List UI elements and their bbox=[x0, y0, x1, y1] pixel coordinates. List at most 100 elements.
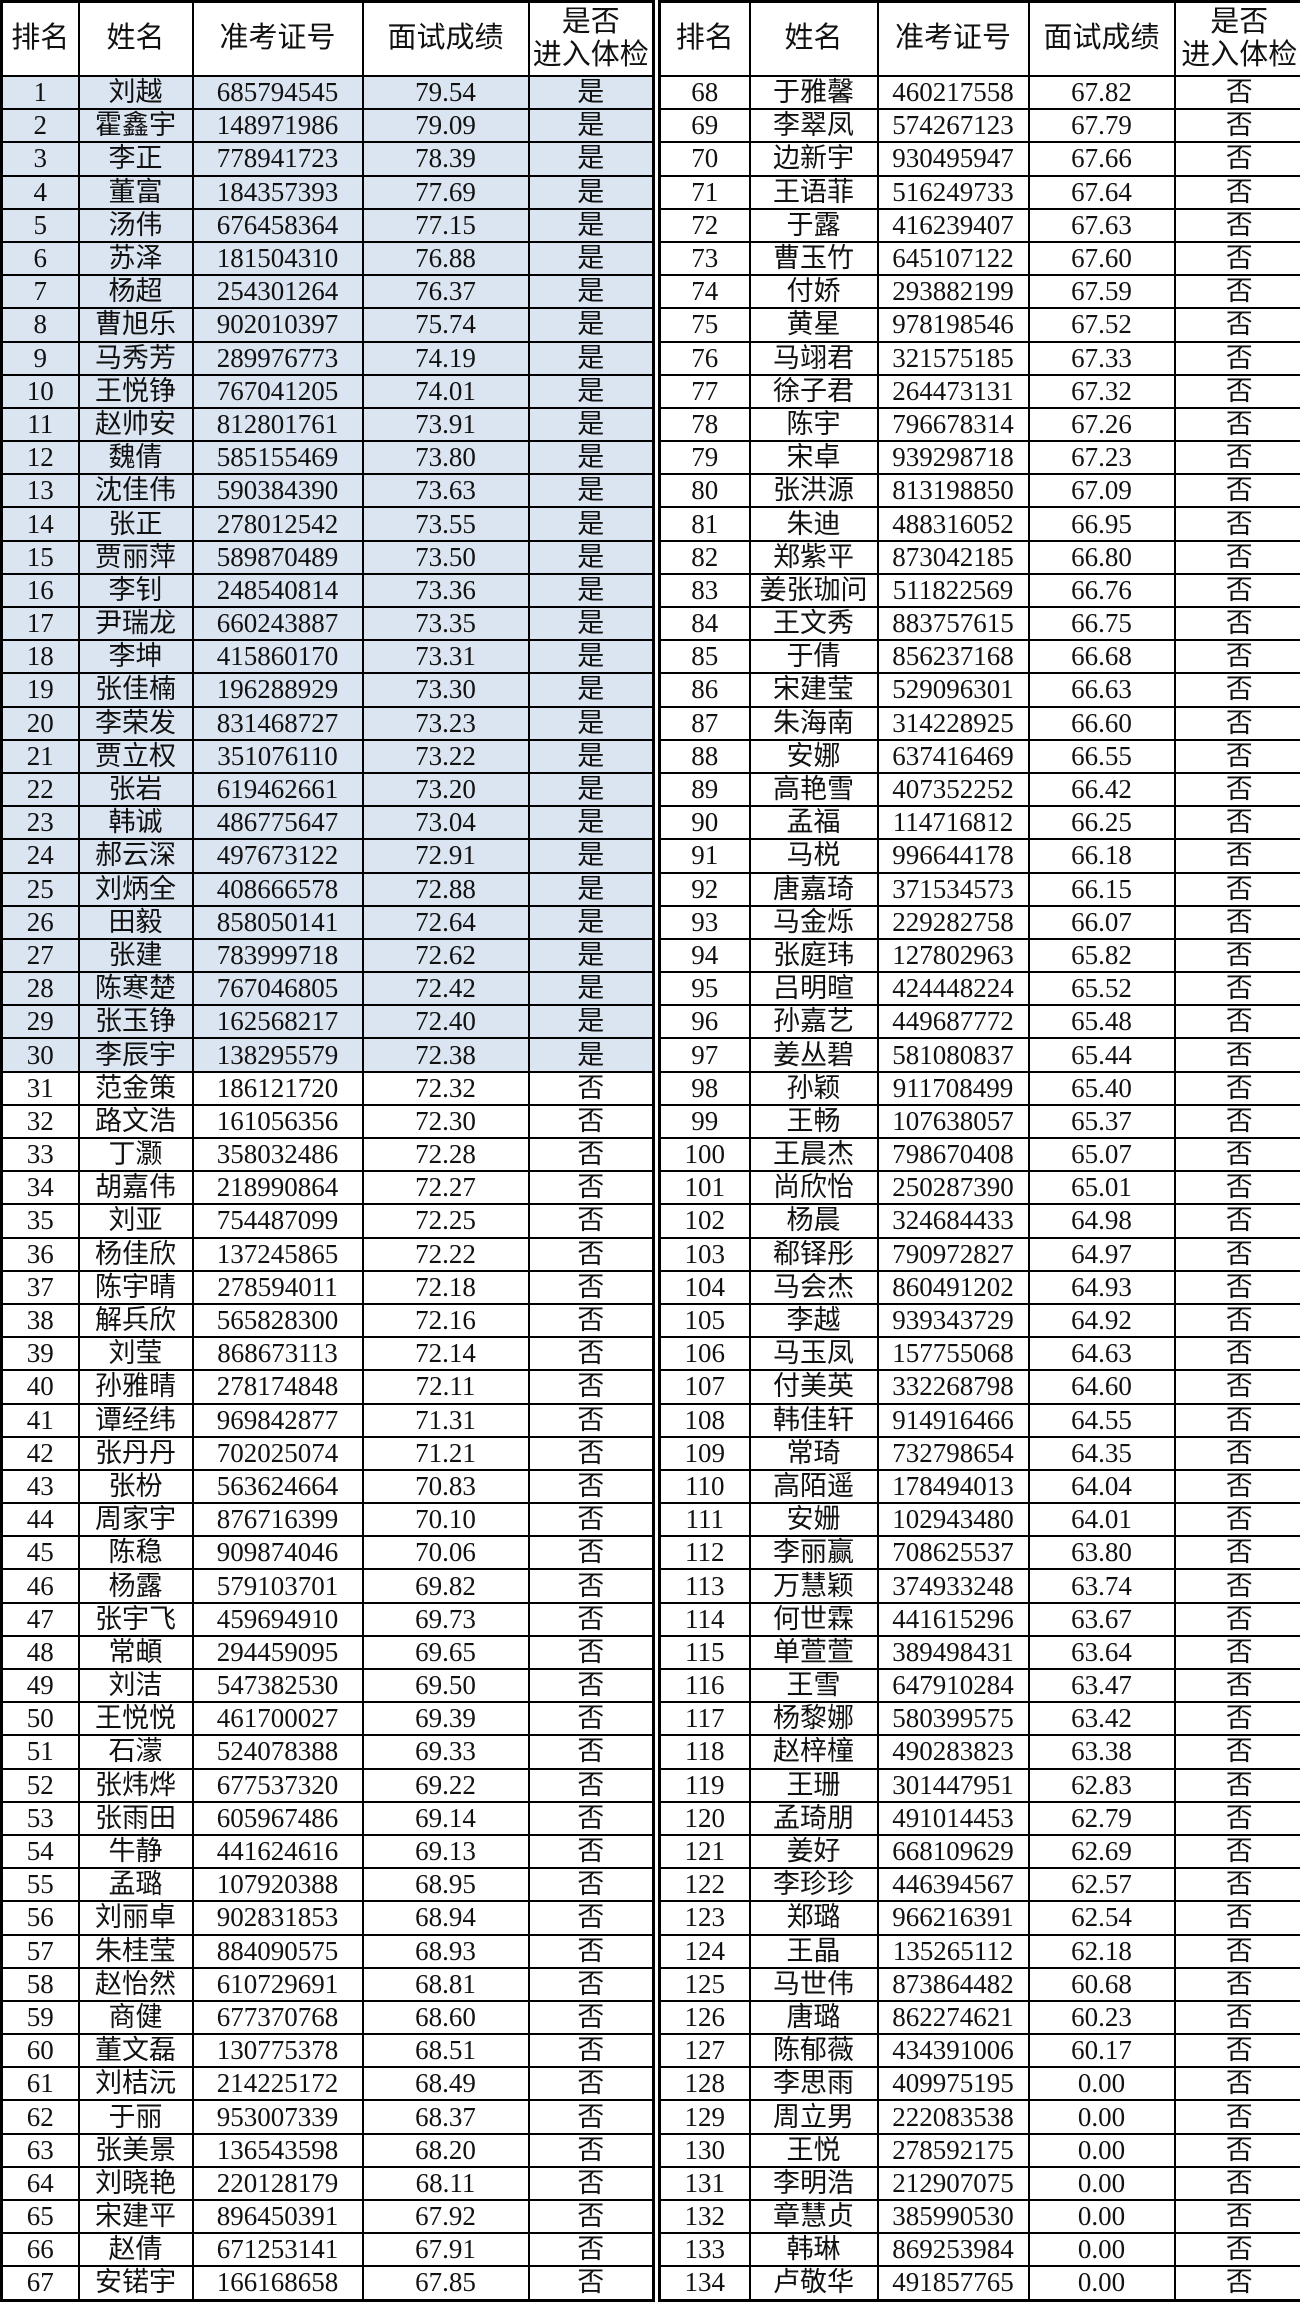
cell-pass: 否 bbox=[1173, 971, 1300, 1007]
cell-pass: 是 bbox=[527, 705, 655, 741]
cell-exam-id: 178494013 bbox=[876, 1468, 1030, 1505]
table-row: 133 韩琳 869253984 0.00 否 bbox=[658, 2232, 1300, 2268]
cell-rank: 88 bbox=[658, 738, 751, 774]
cell-pass: 否 bbox=[527, 1369, 655, 1405]
table-row: 122 李珍珍 446394567 62.57 否 bbox=[658, 1867, 1300, 1903]
cell-name: 孟琦朋 bbox=[748, 1800, 879, 1836]
cell-pass: 是 bbox=[527, 506, 655, 542]
table-row: 110 高陌遥 178494013 64.04 否 bbox=[658, 1468, 1300, 1505]
cell-score: 66.07 bbox=[1027, 904, 1176, 940]
cell-score: 68.20 bbox=[361, 2132, 530, 2168]
cell-rank: 1 bbox=[0, 74, 80, 111]
cell-rank: 94 bbox=[658, 937, 751, 974]
cell-name: 孟璐 bbox=[77, 1867, 194, 1903]
cell-rank: 129 bbox=[658, 2099, 751, 2135]
table-row: 116 王雪 647910284 63.47 否 bbox=[658, 1667, 1300, 1704]
cell-name: 董富 bbox=[77, 174, 194, 210]
cell-name: 朱海南 bbox=[748, 705, 879, 741]
table-row: 99 王畅 107638057 65.37 否 bbox=[658, 1103, 1300, 1140]
cell-pass: 否 bbox=[1173, 274, 1300, 310]
cell-name: 于丽 bbox=[77, 2099, 194, 2135]
cell-exam-id: 883757615 bbox=[876, 605, 1030, 642]
table-row: 2 霍鑫宇 148971986 79.09 是 bbox=[0, 108, 655, 144]
cell-pass: 否 bbox=[1173, 174, 1300, 210]
table-row: 29 张玉铮 162568217 72.40 是 bbox=[0, 1004, 655, 1040]
cell-pass: 否 bbox=[1173, 539, 1300, 575]
cell-pass: 是 bbox=[527, 805, 655, 841]
table-body-left: 1 刘越 685794545 79.54 是 2 霍鑫宇 148971986 79.09 是 3 李正… bbox=[0, 74, 655, 2302]
cell-rank: 116 bbox=[658, 1667, 751, 1704]
cell-score: 63.38 bbox=[1027, 1734, 1176, 1770]
cell-rank: 19 bbox=[0, 672, 80, 708]
cell-score: 69.50 bbox=[361, 1667, 530, 1704]
cell-rank: 37 bbox=[0, 1269, 80, 1305]
cell-score: 68.81 bbox=[361, 1966, 530, 2002]
cell-name: 杨黎娜 bbox=[748, 1701, 879, 1737]
cell-exam-id: 783999718 bbox=[191, 937, 364, 974]
cell-rank: 8 bbox=[0, 307, 80, 343]
cell-exam-id: 358032486 bbox=[191, 1136, 364, 1173]
cell-pass: 否 bbox=[527, 1302, 655, 1339]
cell-rank: 111 bbox=[658, 1502, 751, 1538]
cell-rank: 26 bbox=[0, 904, 80, 940]
cell-exam-id: 516249733 bbox=[876, 174, 1030, 210]
cell-pass: 否 bbox=[527, 2099, 655, 2135]
cell-exam-id: 685794545 bbox=[191, 74, 364, 111]
cell-pass: 是 bbox=[527, 871, 655, 907]
cell-rank: 127 bbox=[658, 2033, 751, 2069]
cell-name: 董文磊 bbox=[77, 2033, 194, 2069]
cell-name: 朱桂莹 bbox=[77, 1933, 194, 1969]
table-row: 93 马金烁 229282758 66.07 否 bbox=[658, 904, 1300, 940]
cell-pass: 是 bbox=[527, 572, 655, 609]
cell-exam-id: 374933248 bbox=[876, 1568, 1030, 1604]
cell-score: 72.40 bbox=[361, 1004, 530, 1040]
cell-name: 李思雨 bbox=[748, 2066, 879, 2102]
cell-score: 72.42 bbox=[361, 971, 530, 1007]
cell-name: 张建 bbox=[77, 937, 194, 974]
table-row: 84 王文秀 883757615 66.75 否 bbox=[658, 605, 1300, 642]
cell-score: 65.07 bbox=[1027, 1136, 1176, 1173]
cell-score: 72.38 bbox=[361, 1037, 530, 1073]
cell-name: 李辰宇 bbox=[77, 1037, 194, 1073]
table-row: 108 韩佳轩 914916466 64.55 否 bbox=[658, 1402, 1300, 1438]
cell-score: 68.95 bbox=[361, 1867, 530, 1903]
cell-rank: 43 bbox=[0, 1468, 80, 1505]
table-row: 128 李思雨 409975195 0.00 否 bbox=[658, 2066, 1300, 2102]
cell-name: 王珊 bbox=[748, 1767, 879, 1803]
table-row: 120 孟琦朋 491014453 62.79 否 bbox=[658, 1800, 1300, 1836]
cell-pass: 否 bbox=[1173, 705, 1300, 741]
cell-rank: 108 bbox=[658, 1402, 751, 1438]
cell-score: 66.60 bbox=[1027, 705, 1176, 741]
table-row: 104 马会杰 860491202 64.93 否 bbox=[658, 1269, 1300, 1305]
table-row: 80 张洪源 813198850 67.09 否 bbox=[658, 473, 1300, 509]
table-row: 85 于倩 856237168 66.68 否 bbox=[658, 639, 1300, 675]
cell-exam-id: 416239407 bbox=[876, 207, 1030, 243]
cell-exam-id: 580399575 bbox=[876, 1701, 1030, 1737]
cell-exam-id: 385990530 bbox=[876, 2198, 1030, 2235]
cell-pass: 是 bbox=[527, 672, 655, 708]
cell-name: 周家宇 bbox=[77, 1502, 194, 1538]
cell-rank: 90 bbox=[658, 805, 751, 841]
cell-rank: 96 bbox=[658, 1004, 751, 1040]
cell-exam-id: 708625537 bbox=[876, 1535, 1030, 1571]
table-row: 15 贾丽萍 589870489 73.50 是 bbox=[0, 539, 655, 575]
cell-rank: 24 bbox=[0, 838, 80, 874]
cell-exam-id: 229282758 bbox=[876, 904, 1030, 940]
cell-rank: 40 bbox=[0, 1369, 80, 1405]
cell-score: 66.68 bbox=[1027, 639, 1176, 675]
cell-exam-id: 767046805 bbox=[191, 971, 364, 1007]
cell-name: 王畅 bbox=[748, 1103, 879, 1140]
cell-pass: 否 bbox=[1173, 1435, 1300, 1471]
table-row: 97 姜丛碧 581080837 65.44 否 bbox=[658, 1037, 1300, 1073]
cell-pass: 否 bbox=[1173, 74, 1300, 111]
cell-exam-id: 332268798 bbox=[876, 1369, 1030, 1405]
cell-pass: 否 bbox=[527, 1701, 655, 1737]
col-header-name: 姓名 bbox=[748, 0, 879, 77]
cell-score: 69.65 bbox=[361, 1634, 530, 1671]
cell-score: 0.00 bbox=[1027, 2232, 1176, 2268]
table-row: 82 郑紫平 873042185 66.80 否 bbox=[658, 539, 1300, 575]
table-row: 65 宋建平 896450391 67.92 否 bbox=[0, 2198, 655, 2235]
table-row: 95 吕明暄 424448224 65.52 否 bbox=[658, 971, 1300, 1007]
cell-pass: 否 bbox=[1173, 2033, 1300, 2069]
cell-exam-id: 248540814 bbox=[191, 572, 364, 609]
